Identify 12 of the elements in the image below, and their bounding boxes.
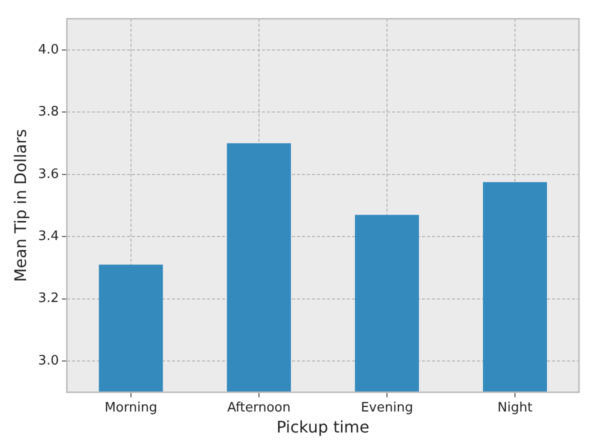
- y-axis-title: Mean Tip in Dollars: [10, 128, 30, 282]
- y-tick-label: 3.0: [38, 353, 59, 368]
- x-axis-title: Pickup time: [276, 418, 370, 437]
- x-tick-label: Afternoon: [227, 400, 291, 416]
- y-tick-label: 3.8: [38, 104, 59, 120]
- x-tick-label: Evening: [360, 400, 414, 416]
- x-tick-label: Morning: [104, 400, 158, 416]
- y-tick-label: 4.0: [38, 42, 59, 58]
- x-tick-label: Night: [498, 400, 532, 416]
- y-tick-label: 3.4: [38, 228, 59, 244]
- y-tick-label: 3.2: [38, 291, 59, 306]
- y-tick-label: 3.6: [38, 166, 59, 182]
